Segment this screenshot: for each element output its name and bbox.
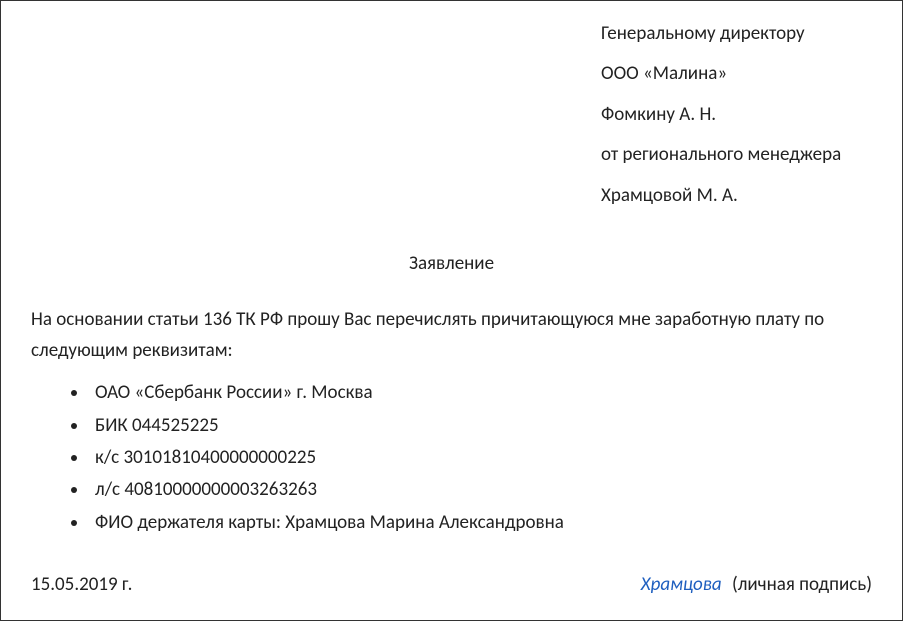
addressee-block: Генеральному директору ООО «Малина» Фомк… xyxy=(601,19,872,211)
signature-note: (личная подпись) xyxy=(732,573,872,596)
document-title: Заявление xyxy=(31,249,872,279)
body-paragraph: На основании статьи 136 ТК РФ прошу Вас … xyxy=(31,305,872,366)
signature-block: Храмцова (личная подпись) xyxy=(641,570,872,600)
addressee-line: Генеральному директору xyxy=(601,19,872,49)
addressee-line: ООО «Малина» xyxy=(601,59,872,89)
signature-name: Храмцова xyxy=(641,573,722,596)
addressee-line: Храмцовой М. А. xyxy=(601,181,872,211)
list-item: ФИО держателя карты: Храмцова Марина Але… xyxy=(89,508,872,538)
list-item: л/с 40810000000003263263 xyxy=(89,475,872,505)
list-item: к/с 30101810400000000225 xyxy=(89,443,872,473)
addressee-line: Фомкину А. Н. xyxy=(601,100,872,130)
requisites-list: ОАО «Сбербанк России» г. Москва БИК 0445… xyxy=(89,378,872,538)
addressee-line: от регионального менеджера xyxy=(601,140,872,170)
document-date: 15.05.2019 г. xyxy=(31,570,132,600)
footer: 15.05.2019 г. Храмцова (личная подпись) xyxy=(31,570,872,600)
list-item: ОАО «Сбербанк России» г. Москва xyxy=(89,378,872,408)
list-item: БИК 044525225 xyxy=(89,411,872,441)
document-frame: Генеральному директору ООО «Малина» Фомк… xyxy=(0,0,903,621)
